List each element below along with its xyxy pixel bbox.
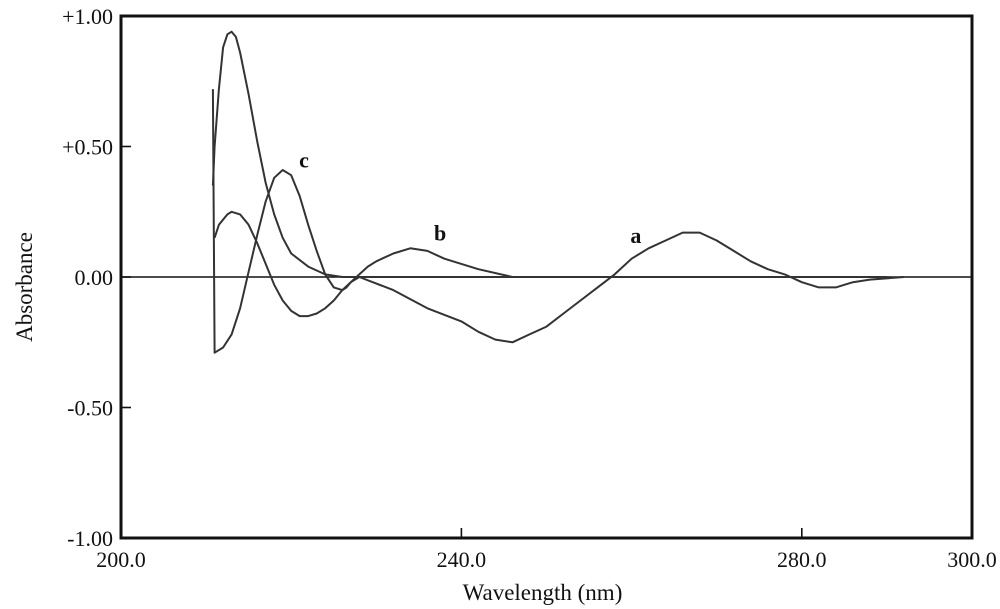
y-tick-label: 0.00 — [75, 265, 114, 290]
series-line-b — [213, 210, 887, 318]
plot-frame — [119, 14, 974, 540]
x-axis-title: Wavelength (nm) — [463, 580, 623, 605]
series-line-a — [211, 30, 904, 344]
x-tick-label: 300.0 — [947, 547, 997, 572]
y-tick-label: -1.00 — [67, 526, 113, 551]
y-tick-label: +1.00 — [62, 4, 113, 29]
curve-label-a: a — [630, 223, 641, 248]
x-tick-label: 240.0 — [437, 547, 487, 572]
x-tick-label: 280.0 — [777, 547, 827, 572]
series-layer — [211, 30, 904, 354]
y-axis-title: Absorbance — [12, 232, 37, 342]
y-tick-label: +0.50 — [62, 135, 113, 160]
x-tick-label: 200.0 — [96, 547, 146, 572]
curve-label-c: c — [299, 147, 309, 172]
ticks-layer: 200.0 240.0 280.0 300.0 +1.00 +0.50 0.00 -0.50 -… — [62, 4, 997, 572]
labels-layer: c b a — [299, 147, 641, 248]
series-line-c — [211, 89, 887, 354]
y-tick-label: -0.50 — [67, 396, 113, 421]
curve-label-b: b — [434, 220, 446, 245]
